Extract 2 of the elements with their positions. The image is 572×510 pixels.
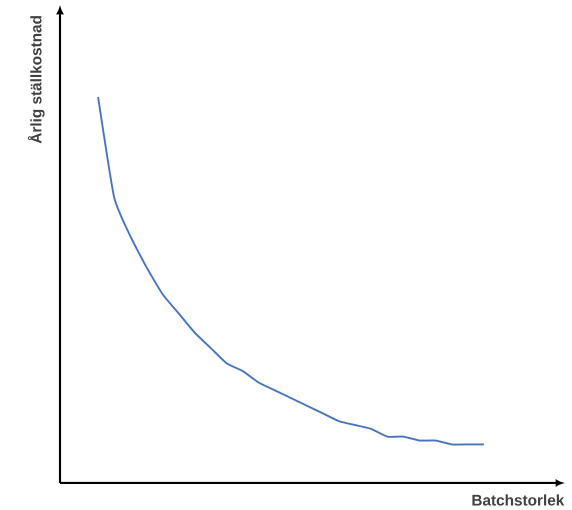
y-axis-title: Årlig ställkostnad xyxy=(28,16,45,144)
x-axis-title: Batchstorlek xyxy=(472,494,564,506)
